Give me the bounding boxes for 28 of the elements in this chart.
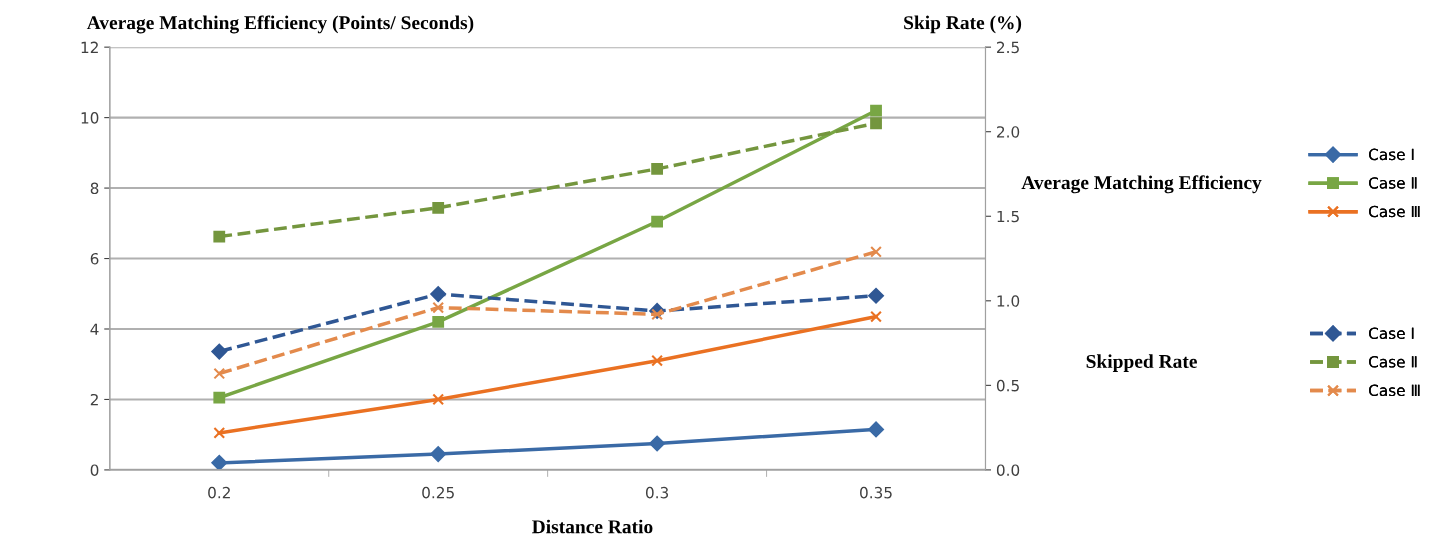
y-tick-label: 2 — [90, 393, 98, 406]
text: Average Matching Efficiency — [1021, 175, 1262, 194]
y2-tick-label: 1.5 — [997, 210, 1019, 223]
y-tick-label: 6 — [90, 253, 99, 265]
legend-label: Case Ⅰ — [1369, 148, 1414, 161]
y2-tick-label: 1.0 — [997, 295, 1020, 307]
x-tick-label: 0.25 — [422, 486, 454, 499]
legend-label: Case Ⅱ — [1369, 356, 1417, 368]
y-tick-label: 4 — [90, 323, 99, 335]
x-tick-label: 0.35 — [860, 486, 892, 499]
legend-label: Case Ⅲ — [1369, 205, 1420, 218]
y2-axis-title: Skip Rate (%) — [904, 15, 1022, 34]
legend-label: Case Ⅱ — [1369, 177, 1417, 189]
x-tick-label: 0.2 — [208, 486, 230, 499]
y2-tick-label: 2.0 — [997, 126, 1020, 138]
y-tick-label: 10 — [81, 112, 99, 124]
y-tick-label: 0 — [90, 464, 99, 476]
y-axis-title: Average Matching Efficiency (Points/ Seconds) — [86, 15, 474, 34]
x-axis-title: Distance Ratio — [532, 519, 653, 534]
y-tick-label: 12 — [81, 41, 98, 53]
legend-label: Case Ⅰ — [1369, 327, 1414, 340]
text: Skipped Rate — [1086, 354, 1197, 372]
y2-tick-label: 0.5 — [996, 379, 1019, 392]
legend-label: Case Ⅲ — [1369, 384, 1420, 397]
y-tick-label: 8 — [90, 182, 99, 195]
y2-tick-label: 2.5 — [997, 41, 1019, 54]
x-tick-label: 0.3 — [645, 486, 669, 499]
y2-tick-label: 0.0 — [996, 464, 1020, 476]
